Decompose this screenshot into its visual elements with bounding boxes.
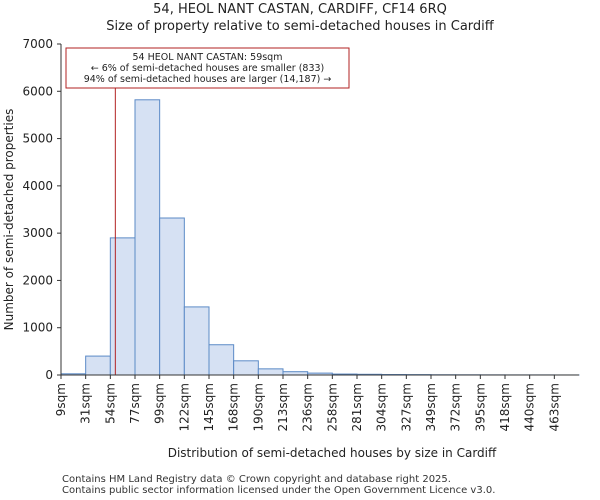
chart-subtitle: Size of property relative to semi-detach…	[106, 19, 494, 34]
footer-licence: Contains public sector information licen…	[62, 485, 496, 496]
x-axis-label: Distribution of semi-detached houses by …	[168, 446, 497, 460]
bar-31sqm	[85, 355, 111, 376]
x-tick-label: 372sqm	[449, 383, 463, 431]
x-tick-label: 304sqm	[375, 383, 389, 431]
x-ticks-group: 9sqm 31sqm 54sqm 77sqm 99sqm 122sqm 145sqm 168s…	[54, 375, 561, 431]
y-tick-label: 7000	[22, 37, 53, 51]
x-tick-label: 440sqm	[523, 383, 537, 431]
bars-group	[60, 99, 580, 376]
y-tick-label: 2000	[22, 273, 53, 287]
bar-99sqm	[159, 217, 185, 376]
bar-122sqm	[183, 306, 210, 376]
axes-group	[60, 44, 579, 376]
bar-190sqm	[257, 368, 284, 376]
x-tick-label: 99sqm	[153, 383, 167, 424]
x-tick-label: 327sqm	[399, 383, 413, 431]
annotation-property-line: 54 HEOL NANT CASTAN: 59sqm	[133, 52, 283, 63]
annotation-box: 54 HEOL NANT CASTAN: 59sqm ← 6% of semi-…	[65, 47, 350, 89]
x-tick-label: 9sqm	[54, 383, 68, 416]
x-tick-label: 463sqm	[547, 383, 561, 431]
x-tick-label: 281sqm	[350, 383, 364, 431]
x-tick-label: 77sqm	[128, 383, 142, 424]
bar-168sqm	[233, 360, 259, 376]
x-tick-label: 190sqm	[251, 383, 265, 431]
x-tick-label: 122sqm	[177, 383, 191, 431]
x-tick-label: 395sqm	[473, 383, 487, 431]
x-tick-label: 418sqm	[498, 383, 512, 431]
annotation-larger-line: 94% of semi-detached houses are larger (…	[84, 74, 332, 85]
x-tick-label: 31sqm	[79, 383, 93, 424]
annotation-frame	[65, 47, 350, 89]
bar-77sqm	[134, 99, 161, 376]
x-tick-label: 54sqm	[103, 383, 117, 424]
x-tick-label: 145sqm	[202, 383, 216, 431]
annotation-smaller-line: ← 6% of semi-detached houses are smaller…	[91, 63, 325, 74]
bar-145sqm	[208, 344, 235, 376]
x-tick-label: 349sqm	[424, 383, 438, 431]
y-tick-label: 6000	[22, 84, 53, 98]
x-tick-label: 168sqm	[227, 383, 241, 431]
y-tick-label: 1000	[22, 321, 53, 335]
y-ticks-group: 0 1000 2000 3000 4000 5000 6000 7000	[22, 37, 61, 382]
x-tick-label: 213sqm	[276, 383, 290, 431]
x-tick-label: 236sqm	[301, 383, 315, 431]
y-axis-label: Number of semi-detached properties	[2, 109, 16, 331]
y-tick-label: 3000	[22, 226, 53, 240]
chart-title: 54, HEOL NANT CASTAN, CARDIFF, CF14 6RQ	[153, 2, 447, 17]
y-tick-label: 0	[45, 368, 53, 382]
bar-54sqm	[109, 237, 136, 376]
y-tick-label: 5000	[22, 132, 53, 146]
x-tick-label: 258sqm	[325, 383, 339, 431]
y-tick-label: 4000	[22, 179, 53, 193]
histogram-chart: 0 1000 2000 3000 4000 5000 6000 7000 9sqm 31sqm 5…	[2, 37, 580, 460]
footer-copyright: Contains HM Land Registry data © Crown c…	[62, 474, 451, 485]
